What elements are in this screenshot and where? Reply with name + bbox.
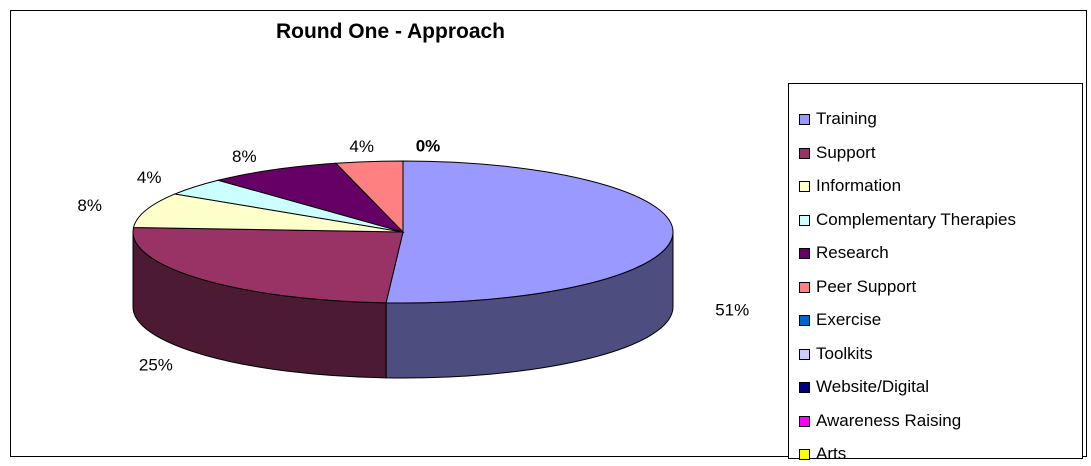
data-label-peer-support: 4% — [349, 137, 374, 156]
legend-swatch — [799, 214, 810, 226]
pie-slice-peer-support — [334, 160, 404, 234]
legend-label: Research — [816, 243, 889, 262]
pie-slice-research — [216, 162, 405, 233]
data-label-complementary-therapies: 4% — [137, 168, 162, 187]
legend-label: Arts — [816, 444, 847, 463]
legend-swatch — [799, 147, 810, 159]
legend-label: Complementary Therapies — [816, 209, 1016, 229]
legend: Training Support Information Complementary … — [788, 83, 1083, 463]
legend-label: Training — [816, 109, 877, 128]
pie-slice-training — [385, 160, 674, 304]
data-label-exercise: 0% — [416, 136, 441, 155]
data-label-research: 8% — [232, 147, 257, 166]
legend-label: Exercise — [816, 310, 882, 329]
legend-swatch — [799, 449, 810, 460]
legend-swatch — [799, 315, 810, 326]
data-label-training: 51% — [715, 301, 749, 320]
legend-swatch — [799, 181, 810, 192]
legend-label: Information — [816, 176, 902, 195]
legend-label: Website/Digital — [816, 377, 930, 396]
data-label-information: 8% — [77, 196, 102, 215]
chart-title: Round One - Approach — [275, 20, 506, 43]
legend-swatch — [799, 248, 810, 259]
legend-label: Peer Support — [816, 276, 917, 296]
legend-swatch — [799, 281, 810, 293]
legend-swatch — [799, 114, 810, 125]
pie-slice-support — [132, 227, 404, 304]
legend-label: Awareness Raising — [816, 410, 962, 430]
legend-label: Toolkits — [816, 343, 873, 363]
legend-swatch — [799, 415, 810, 427]
legend-swatch — [799, 348, 810, 360]
legend-label: Support — [816, 142, 876, 162]
data-label-support: 25% — [139, 355, 173, 374]
legend-swatch — [799, 382, 810, 393]
pie-slice-information — [132, 193, 404, 233]
